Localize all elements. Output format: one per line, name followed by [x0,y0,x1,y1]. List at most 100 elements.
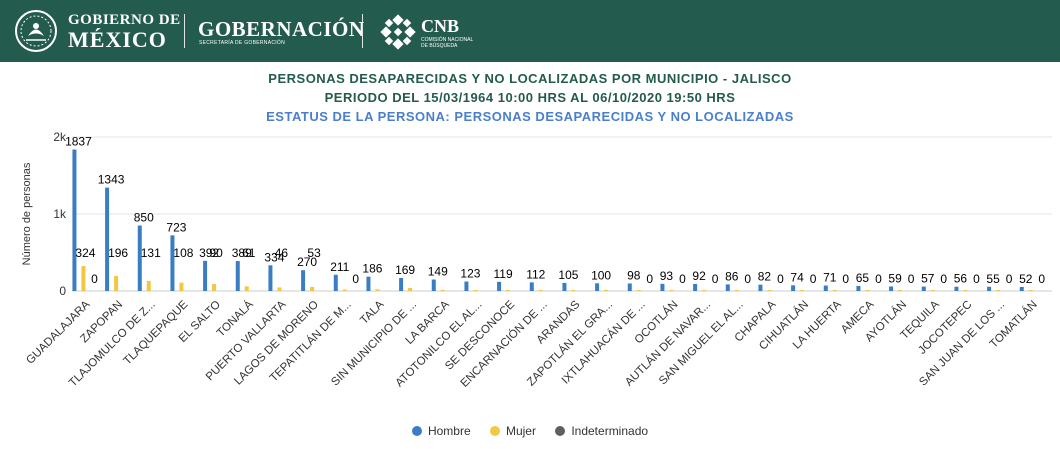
bar-mujer [212,284,217,291]
bar-hombre [562,282,567,291]
bar-mujer [375,289,380,291]
bar-hombre [791,285,796,291]
data-label: 119 [494,267,513,281]
header-divider [184,14,185,48]
mexico-text: MÉXICO [68,27,167,52]
data-label: 100 [591,268,611,282]
data-label: 74 [790,270,804,284]
bar-hombre [660,283,665,291]
bar-mujer [440,289,445,291]
y-tick-label: 2k [53,130,67,144]
bar-hombre [301,270,306,291]
bar-mujer [800,290,805,291]
bar-hombre [1019,286,1024,291]
gobernacion-logo-text: GOBERNACIÓN [198,17,365,41]
bar-hombre [203,260,208,291]
bar-mujer [342,289,347,291]
bar-mujer [996,290,1001,291]
legend-label: Hombre [427,424,471,438]
data-label: 270 [297,255,317,269]
data-label: 1343 [98,173,125,187]
chart-status-filter: ESTATUS DE LA PERSONA: PERSONAS DESAPARE… [266,109,794,124]
bar-hombre [105,187,110,291]
bar-mujer [832,290,837,291]
bar-hombre [366,276,371,291]
data-label: 186 [362,262,382,276]
data-label: 211 [330,260,349,274]
legend-label: Mujer [505,424,536,438]
data-label: 131 [141,246,161,260]
data-label: 0 [940,272,947,286]
data-label: 334 [264,250,284,264]
bar-hombre [268,265,273,291]
bar-hombre [856,285,861,291]
data-label: 123 [460,267,480,281]
bar-mujer [408,287,413,291]
bar-hombre [595,283,600,291]
bar-hombre [497,281,502,291]
bar-hombre [889,286,894,291]
bar-hombre [72,149,77,291]
legend-dot-icon [489,426,500,436]
bar-hombre [137,225,142,291]
data-label: 61 [242,246,256,260]
data-label: 86 [725,269,739,283]
legend-dot-icon [555,426,566,436]
cnb-subtitle: COMISIÓN NACIONAL DE BÚSQUEDA [421,37,474,49]
y-axis-title: Número de personas [21,162,33,265]
data-label: 0 [646,272,653,286]
cnb-title: CNB [421,16,460,36]
bar-hombre [758,284,763,291]
data-label: 0 [1038,272,1045,286]
data-label: 850 [134,211,154,225]
data-label: 55 [986,272,1000,286]
data-label: 56 [954,272,968,286]
data-label: 389 [232,246,252,260]
data-label: 52 [1019,272,1033,286]
data-label: 0 [973,272,980,286]
data-label: 0 [842,272,849,286]
x-tick-label: TALA [358,298,386,326]
bar-mujer [179,282,184,291]
data-label: 92 [692,269,706,283]
data-label: 196 [108,246,128,260]
chart-legend: Hombre Mujer Indeterminado [0,424,1060,442]
chart-titles: PERSONAS DESAPARECIDAS Y NO LOCALIZADAS … [0,70,1060,127]
bar-mujer [310,286,315,291]
data-label: 65 [856,271,870,285]
data-label: 82 [758,270,772,284]
bar-mujer [244,286,249,291]
bar-mujer [277,287,282,291]
bar-mujer [963,290,968,291]
bar-mujer [702,290,707,291]
data-label: 0 [810,272,817,286]
bar-hombre [954,286,959,291]
bar-mujer [669,290,674,291]
gobernacion-subtitle: SECRETARÍA DE GOBERNACIÓN [199,40,286,46]
legend-item-mujer[interactable]: Mujer [489,424,536,438]
data-label: 0 [875,272,882,286]
data-label: 112 [526,267,545,281]
data-label: 98 [627,268,641,282]
bar-mujer [473,290,478,291]
data-label: 71 [823,271,837,285]
header-divider [362,14,363,48]
legend-item-hombre[interactable]: Hombre [411,424,471,438]
data-label: 53 [307,246,321,260]
data-label: 392 [199,246,219,260]
bar-hombre [823,285,828,291]
bar-mujer [734,290,739,291]
legend-label: Indeterminado [571,424,649,438]
bar-mujer [81,266,86,291]
bar-mujer [571,290,576,291]
data-label: 59 [888,271,902,285]
cnb-logo-icon [380,14,416,50]
legend-item-indeterminado[interactable]: Indeterminado [555,424,648,438]
bar-hombre [235,261,240,291]
data-label: 0 [777,272,784,286]
data-label: 149 [428,265,448,279]
bar-hombre [333,274,338,291]
bar-mujer [146,280,151,291]
data-label: 105 [558,268,578,282]
bar-mujer [865,290,870,291]
